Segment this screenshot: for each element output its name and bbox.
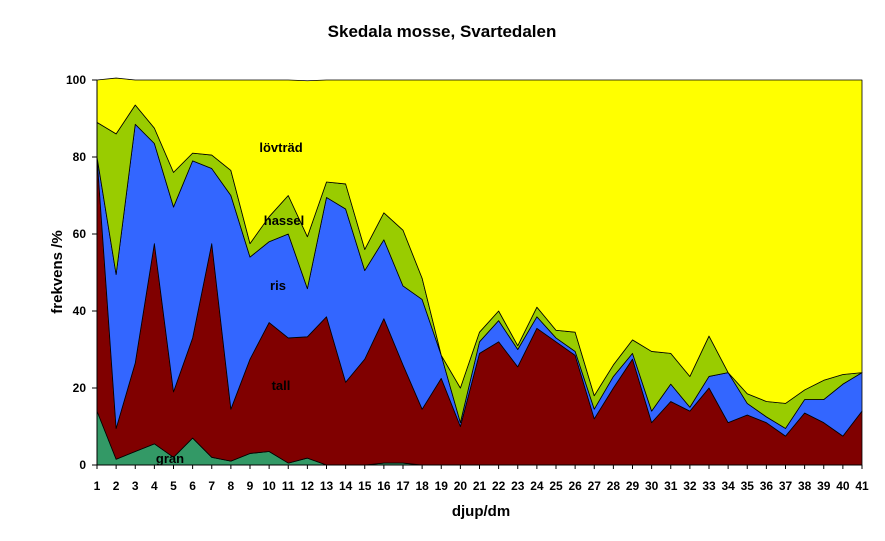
y-tick-label-3: 60 (73, 227, 87, 241)
x-tick-label-32: 33 (702, 479, 716, 493)
x-tick-label-20: 21 (473, 479, 487, 493)
x-axis: 1 2 3 4 5 6 7 8 9 10 11 12 13 14 15 16 17 18 19 20 21 22 23 24 2… (94, 464, 869, 493)
chart-title: Skedala mosse, Svartedalen (328, 22, 557, 41)
x-tick-label-36: 37 (779, 479, 793, 493)
x-tick-label-14: 15 (358, 479, 372, 493)
x-tick-label-25: 26 (568, 479, 582, 493)
x-tick-label-28: 29 (626, 479, 640, 493)
x-tick-label-35: 36 (760, 479, 774, 493)
x-tick-label-11: 12 (301, 479, 315, 493)
y-tick-label-4: 80 (73, 150, 87, 164)
x-tick-label-37: 38 (798, 479, 812, 493)
x-tick-label-33: 34 (721, 479, 735, 493)
y-tick-label-2: 40 (73, 304, 87, 318)
series-labels: gran tall ris hassel lövträd (156, 140, 304, 466)
x-tick-label-4: 5 (170, 479, 177, 493)
x-tick-label-29: 30 (645, 479, 659, 493)
x-axis-title: djup/dm (452, 503, 510, 520)
series-label-3: hassel (264, 213, 304, 228)
y-axis: 0 20 40 60 80 100 (66, 73, 98, 472)
x-tick-label-26: 27 (588, 479, 602, 493)
x-tick-label-19: 20 (454, 479, 468, 493)
y-tick-label-5: 100 (66, 73, 86, 87)
x-tick-label-21: 22 (492, 479, 506, 493)
x-tick-label-30: 31 (664, 479, 678, 493)
x-tick-label-22: 23 (511, 479, 525, 493)
series-label-1: tall (272, 378, 291, 393)
series-label-4: lövträd (259, 140, 302, 155)
x-tick-label-8: 9 (247, 479, 254, 493)
x-tick-label-15: 16 (377, 479, 391, 493)
series-label-0: gran (156, 451, 184, 466)
x-tick-label-13: 14 (339, 479, 353, 493)
x-tick-label-31: 32 (683, 479, 697, 493)
y-tick-label-1: 20 (73, 381, 87, 395)
y-tick-label-0: 0 (79, 458, 86, 472)
x-tick-label-3: 4 (151, 479, 158, 493)
x-tick-label-1: 2 (113, 479, 120, 493)
x-tick-label-17: 18 (415, 479, 429, 493)
x-tick-label-38: 39 (817, 479, 831, 493)
x-tick-label-23: 24 (530, 479, 544, 493)
x-tick-label-7: 8 (228, 479, 235, 493)
x-tick-label-40: 41 (855, 479, 869, 493)
x-tick-label-34: 35 (741, 479, 755, 493)
x-tick-label-2: 3 (132, 479, 139, 493)
plot-area (96, 77, 863, 466)
y-axis-title: frekvens /% (49, 230, 66, 313)
x-tick-label-24: 25 (549, 479, 563, 493)
x-tick-label-27: 28 (607, 479, 621, 493)
x-tick-label-16: 17 (396, 479, 410, 493)
series-label-2: ris (270, 278, 286, 293)
x-tick-label-6: 7 (208, 479, 215, 493)
area-series-4 (96, 77, 863, 404)
x-tick-label-12: 13 (320, 479, 334, 493)
x-tick-label-10: 11 (282, 479, 295, 493)
x-tick-label-39: 40 (836, 479, 850, 493)
x-tick-label-5: 6 (189, 479, 196, 493)
x-tick-label-18: 19 (435, 479, 449, 493)
x-tick-label-9: 10 (262, 479, 276, 493)
x-tick-label-0: 1 (94, 479, 101, 493)
